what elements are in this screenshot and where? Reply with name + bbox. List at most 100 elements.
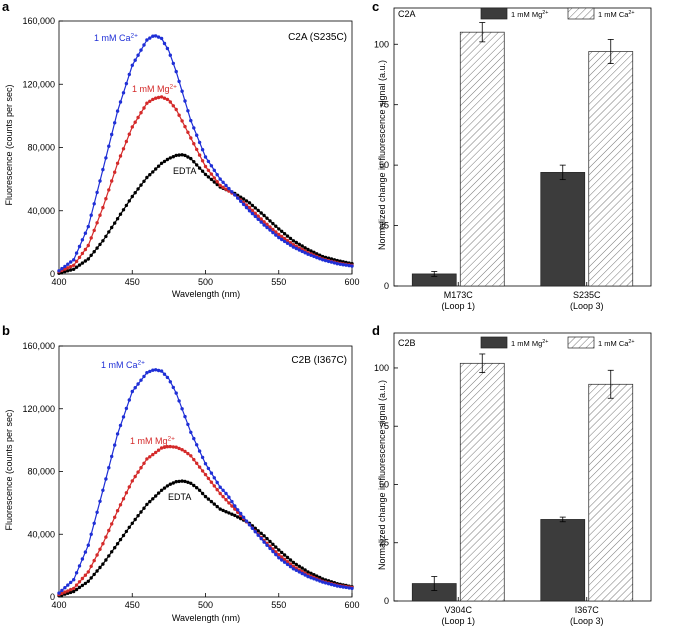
- data-point: [74, 259, 79, 264]
- data-point: [268, 225, 272, 229]
- data-point: [253, 206, 257, 210]
- data-point: [63, 267, 67, 271]
- data-point: [280, 237, 284, 242]
- data-point: [206, 175, 211, 179]
- data-point: [80, 238, 85, 242]
- data-point: [192, 457, 196, 462]
- panel-d-bar-chart: d C2B Normalized change in fluorescence …: [372, 323, 652, 626]
- data-point: [118, 154, 123, 158]
- data-point: [159, 36, 164, 41]
- data-point: [165, 445, 170, 449]
- data-point: [192, 126, 196, 130]
- data-point: [80, 583, 85, 588]
- series-1-mm-ca-: [57, 34, 354, 273]
- data-point: [151, 497, 155, 501]
- data-point: [300, 249, 304, 254]
- data-point: [113, 121, 117, 125]
- data-point: [101, 167, 105, 172]
- data-point: [77, 244, 82, 249]
- data-point: [288, 236, 293, 241]
- data-point: [297, 248, 301, 252]
- data-point: [189, 136, 193, 140]
- data-point: [250, 526, 255, 530]
- data-point: [104, 197, 108, 201]
- data-point: [174, 69, 178, 74]
- data-point: [253, 211, 257, 215]
- data-point: [113, 515, 117, 519]
- data-point: [215, 488, 219, 492]
- data-point: [168, 444, 172, 449]
- data-point: [139, 48, 143, 52]
- series-1-mm-mg-: [57, 444, 354, 597]
- data-point: [130, 194, 134, 199]
- data-point: [256, 533, 260, 537]
- data-point: [203, 462, 208, 466]
- data-point: [288, 564, 293, 569]
- data-point: [89, 236, 93, 240]
- data-point: [268, 228, 272, 232]
- data-point: [294, 246, 298, 251]
- panel-b-plot-area: 400 450 500 550 600 0 40,000 80,000 120,000 160,0…: [22, 341, 359, 610]
- legend-label-superscript: 2+: [542, 10, 548, 16]
- data-point: [183, 449, 187, 454]
- legend-swatch: [567, 336, 595, 349]
- data-point: [136, 187, 140, 191]
- data-point: [130, 479, 134, 483]
- data-point: [318, 579, 322, 583]
- curve-annotation: EDTA: [168, 492, 191, 502]
- data-point: [133, 386, 137, 390]
- data-point: [344, 263, 348, 267]
- data-point: [197, 465, 202, 469]
- data-point: [127, 199, 131, 203]
- data-point: [174, 445, 178, 449]
- data-point: [145, 38, 149, 42]
- data-point: [218, 485, 222, 489]
- data-point: [57, 591, 61, 595]
- curve-annotation-text: 1 mM Mg: [130, 436, 168, 446]
- data-point: [177, 399, 181, 403]
- data-point: [148, 36, 152, 40]
- data-point: [277, 552, 281, 557]
- data-point: [192, 142, 196, 146]
- data-point: [142, 43, 146, 47]
- data-point: [335, 262, 339, 266]
- data-point: [244, 519, 249, 523]
- data-point: [165, 484, 170, 488]
- data-point: [133, 474, 137, 479]
- panel-b-line-chart: b C2B (I367C) Wavelength (nm) Fluorescen…: [2, 323, 360, 623]
- data-point: [124, 406, 129, 411]
- bar: [588, 383, 634, 602]
- data-point: [277, 548, 281, 552]
- data-point: [121, 415, 126, 419]
- data-point: [291, 560, 296, 565]
- data-point: [227, 501, 231, 505]
- data-point: [89, 564, 93, 568]
- data-point: [274, 545, 278, 549]
- legend-label-text: 1 mM Ca: [598, 10, 629, 19]
- data-point: [66, 262, 70, 266]
- data-point: [80, 261, 85, 265]
- data-point: [200, 455, 205, 460]
- x-category-sublabel: (Loop 3): [570, 301, 604, 311]
- data-point: [121, 147, 126, 151]
- data-point: [110, 454, 114, 459]
- data-point: [168, 156, 172, 160]
- data-point: [171, 481, 175, 485]
- data-point: [107, 144, 111, 148]
- data-point: [63, 269, 67, 274]
- series-1-mm-ca-: [57, 368, 354, 595]
- data-point: [162, 159, 167, 164]
- legend-label-text: 1 mM Mg: [511, 10, 542, 19]
- data-point: [180, 153, 184, 157]
- data-point: [200, 148, 205, 152]
- data-point: [300, 566, 304, 570]
- data-point: [197, 140, 202, 145]
- data-point: [139, 378, 143, 382]
- data-point: [206, 159, 211, 164]
- data-point: [195, 163, 199, 167]
- data-point: [291, 567, 296, 571]
- data-point: [288, 562, 293, 566]
- data-point: [265, 536, 269, 541]
- panel-b-letter: b: [2, 323, 10, 338]
- data-point: [63, 590, 67, 594]
